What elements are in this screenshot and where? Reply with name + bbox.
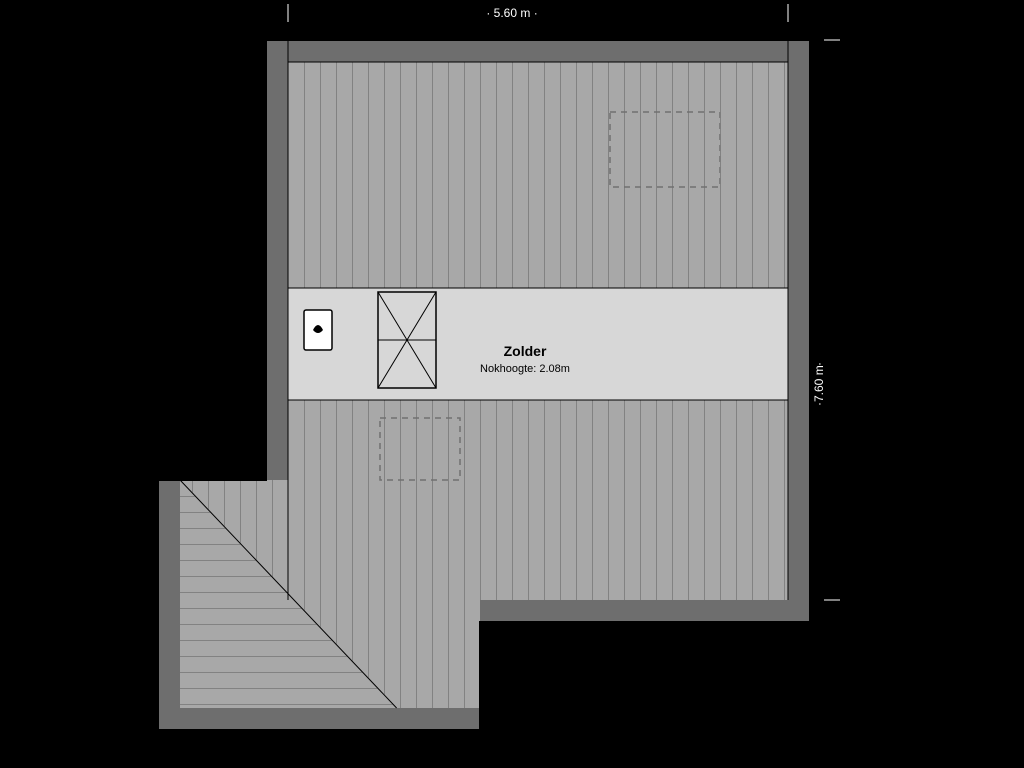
room-subtitle: Nokhoogte: 2.08m: [480, 363, 570, 375]
room-title: Zolder: [504, 343, 547, 359]
floorplan-stage: · 5.60 m · · 7.60 m · ZolderNokhoogte: 2…: [0, 0, 1024, 768]
floorplan-svg: Zolder Nokhoogte: 2.08m: [0, 0, 1024, 768]
